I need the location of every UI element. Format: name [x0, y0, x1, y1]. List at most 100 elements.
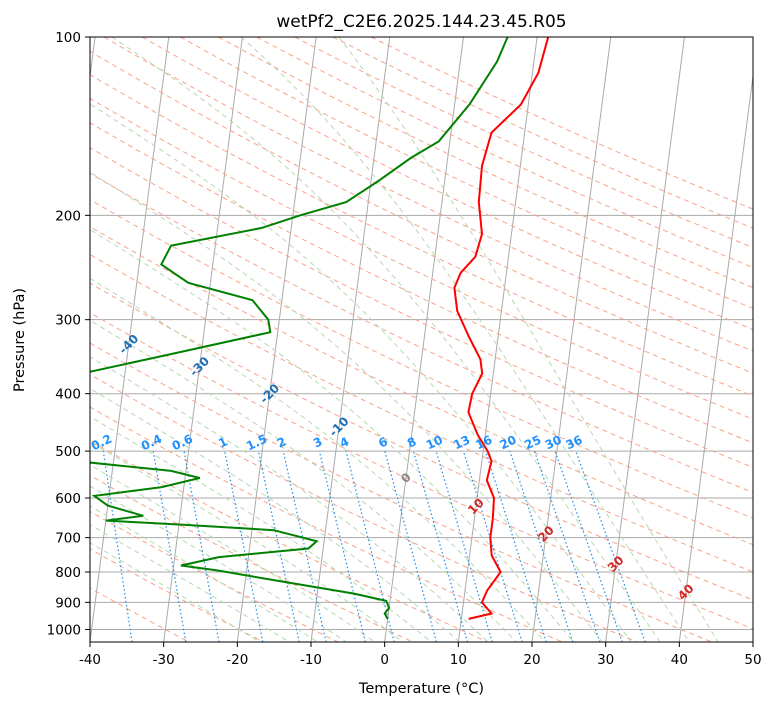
y-tick-label: 200 — [55, 208, 81, 224]
moist-adiabat-line — [90, 171, 603, 642]
y-tick-label: 600 — [55, 491, 81, 507]
isotherm-label: -30 — [187, 354, 212, 379]
moist-adiabat-line — [90, 416, 432, 642]
temperature-profile-line — [453, 37, 550, 620]
x-tick-label: -20 — [226, 652, 248, 668]
mixing-ratio-label: 4 — [338, 434, 351, 450]
dry-adiabat-line — [370, 37, 753, 210]
reference-line-labels: 0.10.20.40.611.52346810131620253036-100-… — [0, 250, 697, 603]
isotherm-line — [752, 638, 753, 642]
mixing-ratio-label: 20 — [498, 433, 519, 453]
x-tick-label: -40 — [79, 652, 101, 668]
dry-adiabat-line — [90, 282, 753, 601]
isotherm-label: -60 — [0, 250, 5, 275]
moist-adiabat-line — [90, 387, 460, 642]
mixing-ratio-line — [282, 450, 327, 642]
mixing-ratio-line — [484, 450, 547, 642]
dry-adiabat-line — [90, 373, 638, 642]
isotherm-line — [163, 37, 243, 642]
mixing-ratio-label: 1 — [216, 434, 229, 450]
x-tick-label: 20 — [523, 652, 540, 668]
moist-adiabat-label: 30 — [605, 553, 627, 575]
x-tick-label: 0 — [380, 652, 389, 668]
isotherm-label: -20 — [257, 381, 282, 406]
mixing-ratio-label: 36 — [564, 433, 585, 453]
dry-adiabat-line — [90, 74, 753, 397]
x-tick-label: 40 — [671, 652, 688, 668]
isotherm-line — [236, 37, 317, 642]
mixing-ratio-line — [224, 450, 264, 642]
moist-adiabat-line — [338, 37, 719, 642]
y-tick-label: 400 — [55, 387, 81, 403]
mixing-ratio-label: 16 — [473, 433, 494, 453]
moist-adiabat-label: 40 — [675, 581, 697, 603]
mixing-ratio-line — [575, 450, 646, 642]
y-tick-label: 700 — [55, 531, 81, 547]
dry-adiabat-line — [90, 97, 753, 420]
mixing-ratio-label: 0.4 — [139, 432, 164, 454]
moist-adiabat-line — [90, 524, 290, 642]
mixing-ratio-line — [435, 450, 493, 642]
mixing-ratio-label: 25 — [522, 433, 543, 453]
mixing-ratio-line — [412, 450, 469, 642]
isotherm-label: -40 — [116, 332, 141, 357]
mixing-ratio-label: 13 — [451, 433, 472, 453]
isotherm-line — [457, 37, 538, 642]
isotherm-line — [90, 37, 170, 642]
isotherm-line — [384, 37, 464, 642]
dry-adiabat-line — [90, 226, 753, 546]
x-tick-label: -30 — [153, 652, 175, 668]
mixing-ratio-line — [384, 450, 437, 642]
chart-title: wetPf2_C2E6.2025.144.23.45.R05 — [276, 12, 566, 32]
moist-adiabat-line — [90, 103, 632, 642]
moist-adiabat-line — [90, 319, 517, 642]
dry-adiabat-line — [90, 342, 712, 642]
x-tick-label: 50 — [744, 652, 761, 668]
mixing-ratio-label: 10 — [424, 433, 445, 453]
dry-adiabat-line — [180, 37, 753, 309]
mixing-ratio-label: 0.6 — [170, 432, 195, 454]
dry-adiabat-line — [90, 50, 753, 374]
dry-adiabat-line — [90, 510, 339, 642]
mixing-ratio-line — [509, 450, 574, 642]
moist-adiabat-line — [90, 228, 574, 642]
moist-adiabat-line — [111, 37, 661, 642]
dewpoint-profile-line — [90, 37, 509, 620]
moist-adiabat-line — [90, 464, 375, 642]
x-tick-label: -10 — [300, 652, 322, 668]
moist-adiabat-line — [240, 37, 690, 642]
isotherm-line — [605, 37, 685, 642]
y-tick-label: 500 — [55, 444, 81, 460]
dry-adiabat-line — [90, 440, 488, 642]
moist-adiabat-label: 0 — [398, 470, 414, 486]
dry-adiabat-line — [90, 587, 190, 642]
moist-adiabat-label: 20 — [535, 523, 557, 545]
dry-adiabat-line — [90, 147, 753, 468]
moist-adiabat-line — [90, 441, 404, 642]
moist-adiabat-line — [90, 485, 347, 642]
axes: -40 -30 -20 -10 0 10 20 30 40 5010020030040050060… — [47, 30, 762, 668]
y-tick-label: 300 — [55, 313, 81, 329]
dry-adiabat-line — [294, 37, 753, 249]
isotherm-line — [531, 37, 612, 642]
mixing-ratio-label: 6 — [376, 434, 389, 450]
mixing-ratio-line — [533, 450, 601, 642]
y-tick-label: 900 — [55, 595, 81, 611]
dry-adiabat-line — [90, 199, 753, 519]
moist-adiabat-line — [90, 505, 318, 642]
isotherm-label: -10 — [326, 414, 351, 439]
mixing-ratio-label: 3 — [311, 434, 324, 450]
mixing-ratio-line — [318, 450, 366, 642]
dry-adiabat-line — [256, 37, 753, 268]
mixing-ratio-line — [102, 451, 133, 642]
mixing-ratio-label: 1.5 — [244, 432, 269, 454]
x-tick-label: 30 — [597, 652, 614, 668]
mixing-ratio-line — [462, 450, 523, 642]
x-axis-label: Temperature (°C) — [358, 681, 484, 697]
dry-adiabat-line — [90, 253, 753, 573]
mixing-ratio-line — [257, 450, 300, 642]
mixing-ratio-line — [183, 450, 220, 642]
dry-adiabat-line — [90, 312, 753, 630]
y-tick-label: 100 — [55, 30, 81, 46]
